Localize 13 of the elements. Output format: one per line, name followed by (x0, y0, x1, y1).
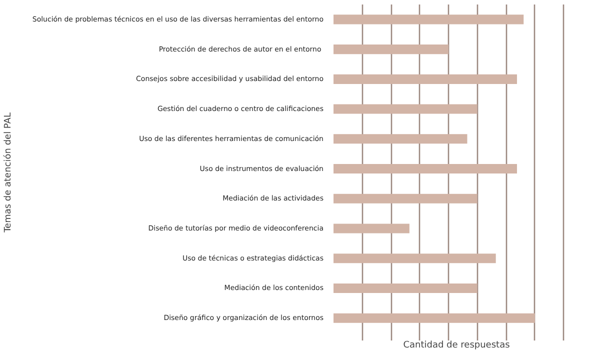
bar (334, 164, 517, 174)
bar (334, 74, 517, 84)
bar (334, 194, 478, 204)
bar (334, 313, 535, 323)
bar (334, 14, 524, 24)
bar (334, 44, 448, 54)
bar (334, 224, 410, 234)
y-axis-title: Temas de atención del PAL (2, 112, 14, 234)
bar (334, 104, 478, 114)
bar (334, 283, 478, 294)
bar (334, 254, 496, 264)
x-axis-title: Cantidad de respuestas (403, 340, 510, 350)
bar (334, 134, 468, 144)
